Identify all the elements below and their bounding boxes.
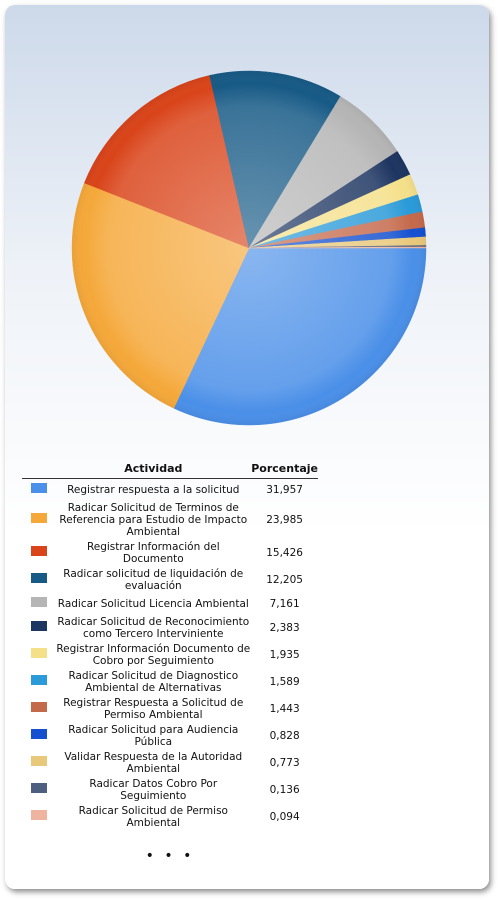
legend-swatch [30, 702, 47, 712]
legend-swatch [30, 783, 47, 793]
header-percent: Porcentaje [251, 462, 318, 479]
legend-label: Radicar Solicitud Licencia Ambiental [57, 597, 249, 610]
legend-swatch [30, 513, 47, 523]
legend-label: Radicar Solicitud para Audiencia Pública [68, 723, 239, 748]
legend-label: Registrar Respuesta a Solicitud de Permi… [63, 696, 244, 721]
legend-label: Radicar Solicitud de Permiso Ambiental [78, 804, 228, 829]
legend-row: Radicar Solicitud para Audiencia Pública… [22, 722, 318, 749]
legend-value: 7,161 [269, 597, 300, 610]
legend-row: Radicar Solicitud de Permiso Ambiental 0,… [22, 803, 318, 830]
legend-swatch-cell [22, 500, 55, 539]
legend-value: 23,985 [266, 513, 303, 526]
legend-swatch [30, 573, 47, 583]
legend-label: Radicar Solicitud de Reconocimiento como… [57, 615, 250, 640]
legend-swatch-cell [22, 566, 55, 593]
legend-label: Radicar Solicitud de Terminos de Referen… [59, 501, 248, 538]
legend-label: Registrar Información del Documento [86, 540, 220, 565]
legend-label: Radicar solicitud de liquidación de eval… [63, 567, 244, 592]
legend-value: 31,957 [266, 483, 303, 496]
legend-value: 0,828 [269, 729, 300, 742]
legend-value: 1,589 [269, 675, 300, 688]
legend-label: Validar Respuesta de la Autoridad Ambien… [64, 750, 243, 775]
legend-row: Radicar Solicitud Licencia Ambiental 7,16… [22, 593, 318, 614]
legend-row: Registrar Respuesta a Solicitud de Permi… [22, 695, 318, 722]
legend-swatch-cell [22, 695, 55, 722]
legend-swatch-cell [22, 614, 55, 641]
header-activity: Actividad [55, 462, 252, 479]
header-spacer [22, 462, 56, 479]
legend-swatch [30, 648, 47, 658]
legend-row: Radicar solicitud de liquidación de eval… [22, 566, 318, 593]
legend-swatch [30, 546, 47, 556]
more-indicator: • • • [145, 848, 195, 864]
legend-swatch [30, 675, 47, 685]
legend-swatch-cell [22, 776, 55, 803]
legend-swatch-cell [22, 641, 55, 668]
legend-value: 1,443 [269, 702, 300, 715]
legend-value: 0,773 [269, 756, 300, 769]
legend-label: Radicar Solicitud de Diagnostico Ambient… [68, 669, 239, 694]
legend-table: Actividad Porcentaje Registrar respuesta… [22, 462, 318, 830]
legend-swatch-cell [22, 539, 55, 566]
legend-label: Radicar Datos Cobro Por Seguimiento [89, 777, 218, 802]
legend-value: 0,136 [269, 783, 300, 796]
legend-row: Registrar Información del Documento 15,42… [22, 539, 318, 566]
pie-chart [71, 70, 427, 426]
legend-value: 12,205 [266, 573, 303, 586]
legend-swatch-cell [22, 749, 55, 776]
legend-swatch [30, 621, 47, 631]
legend-swatch [30, 756, 47, 766]
legend-value: 1,935 [269, 648, 300, 661]
legend-swatch-cell [22, 593, 55, 614]
legend-swatch [30, 810, 47, 820]
legend-row: Radicar Solicitud de Diagnostico Ambient… [22, 668, 318, 695]
legend-swatch [30, 729, 47, 739]
legend-row: Radicar Datos Cobro Por Seguimiento 0,136 [22, 776, 318, 803]
legend-row: Validar Respuesta de la Autoridad Ambien… [22, 749, 318, 776]
legend-swatch [30, 483, 47, 493]
legend-swatch-cell [22, 803, 55, 830]
legend-row: Radicar Solicitud de Terminos de Referen… [22, 500, 318, 539]
legend-value: 0,094 [269, 810, 300, 823]
legend-row: Registrar Información Documento de Cobro… [22, 641, 318, 668]
legend-swatch [30, 597, 47, 607]
legend-label: Registrar respuesta a la solicitud [67, 483, 240, 496]
legend-row: Radicar Solicitud de Reconocimiento como… [22, 614, 318, 641]
legend-swatch-cell [22, 722, 55, 749]
legend-row: Registrar respuesta a la solicitud 31,957 [22, 479, 318, 501]
legend-swatch-cell [22, 479, 55, 501]
legend-swatch-cell [22, 668, 55, 695]
legend-value: 2,383 [269, 621, 300, 634]
legend-label: Registrar Información Documento de Cobro… [56, 642, 251, 667]
legend-value: 15,426 [266, 546, 303, 559]
